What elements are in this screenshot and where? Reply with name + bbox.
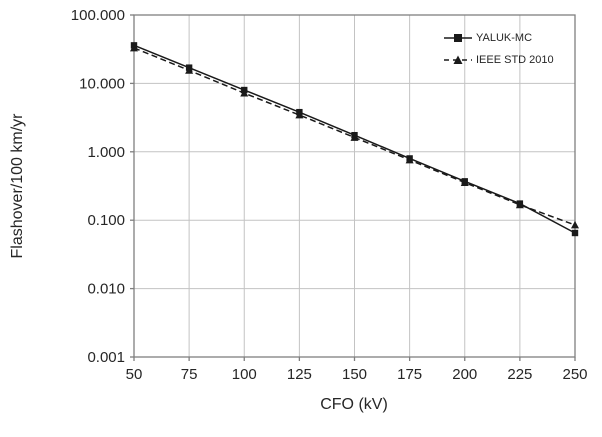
marker-triangle bbox=[130, 43, 138, 52]
marker-square bbox=[571, 229, 579, 237]
x-axis-title: CFO (kV) bbox=[320, 396, 388, 413]
y-axis-title: Flashover/100 km/yr bbox=[9, 113, 26, 259]
y-tick-label: 100.000 bbox=[71, 7, 125, 24]
marker-triangle bbox=[185, 66, 194, 74]
legend-label-yaluk-mc: YALUK-MC bbox=[476, 32, 533, 44]
legend-item-yaluk-mc: YALUK-MC bbox=[443, 30, 554, 46]
marker-triangle bbox=[515, 200, 524, 209]
marker-triangle bbox=[350, 133, 359, 141]
x-tick-label: 150 bbox=[342, 366, 367, 383]
x-tick-label: 225 bbox=[507, 366, 532, 383]
marker-triangle bbox=[295, 110, 304, 119]
legend-sample-solid-square-icon bbox=[444, 34, 472, 42]
y-tick-label: 0.100 bbox=[87, 212, 125, 229]
y-tick-label: 0.001 bbox=[87, 349, 125, 366]
marker-triangle bbox=[460, 178, 469, 186]
legend-label-ieee-std-2010: IEEE STD 2010 bbox=[476, 54, 554, 66]
y-tick-label: 1.000 bbox=[87, 144, 125, 161]
x-tick-label: 75 bbox=[181, 366, 198, 383]
x-tick-label: 100 bbox=[232, 366, 257, 383]
legend-sample-dashed-triangle-icon bbox=[444, 55, 472, 64]
marker-triangle bbox=[405, 155, 414, 164]
y-tick-label: 10.000 bbox=[79, 75, 125, 92]
legend-item-ieee-std-2010: IEEE STD 2010 bbox=[443, 52, 554, 68]
x-tick-label: 50 bbox=[126, 366, 143, 383]
x-tick-label: 125 bbox=[287, 366, 312, 383]
marker-triangle bbox=[571, 220, 579, 229]
x-tick-label: 200 bbox=[452, 366, 477, 383]
x-tick-label: 250 bbox=[562, 366, 587, 383]
x-tick-label: 175 bbox=[397, 366, 422, 383]
marker-triangle bbox=[240, 88, 249, 97]
y-tick-label: 0.010 bbox=[87, 281, 125, 298]
legend: YALUK-MC IEEE STD 2010 bbox=[443, 30, 554, 68]
